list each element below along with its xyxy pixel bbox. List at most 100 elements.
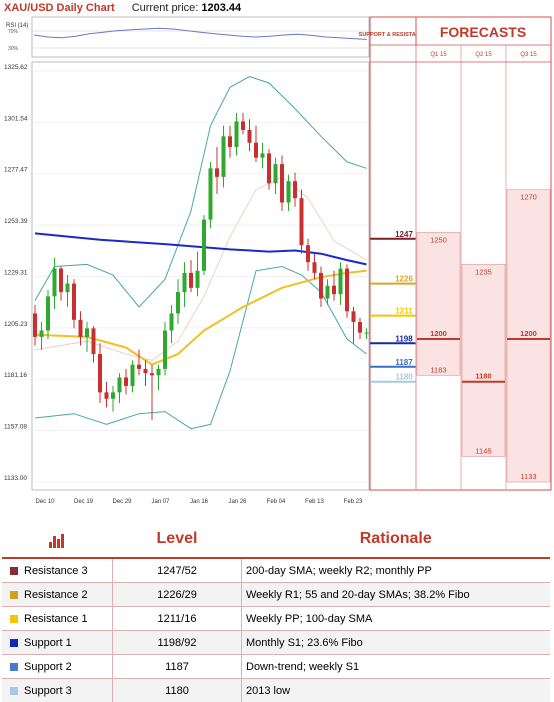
candle-body — [163, 331, 167, 369]
rationale-text: 200-day SMA; weekly R2; monthly PP — [242, 558, 551, 583]
candle-body — [196, 271, 200, 288]
forecast-quarter-label: Q1 15 — [430, 52, 447, 58]
y-tick-label: 1205.23 — [4, 321, 28, 328]
level-value: 1187 — [113, 655, 242, 679]
rationale-text: Down-trend; weekly S1 — [242, 655, 551, 679]
chart-header: XAU/USD Daily Chart Current price: 1203.… — [4, 2, 241, 14]
forecast-quarter-label: Q3 15 — [520, 52, 537, 58]
level-color-swatch — [10, 687, 18, 695]
candle-body — [46, 296, 50, 330]
candle-body — [209, 168, 213, 219]
level-column-header: Level — [113, 521, 242, 558]
candle-body — [157, 369, 161, 375]
y-tick-label: 1325.62 — [4, 64, 28, 71]
candle-body — [235, 121, 239, 147]
candle-body — [72, 284, 76, 320]
gold-chart-panel: RSI (14)70%30%1325.621301.541277.471253.… — [0, 0, 554, 518]
level-name: Resistance 2 — [24, 589, 88, 601]
candle-body — [79, 320, 83, 337]
candle-body — [215, 168, 219, 177]
forecast-mid-label: 1180 — [475, 372, 491, 381]
sr-level-label: 1247 — [395, 230, 413, 239]
candle-body — [189, 273, 193, 288]
price-chart-area — [32, 62, 369, 490]
candle-body — [293, 181, 297, 198]
candle-body — [241, 121, 245, 130]
level-name-cell: Resistance 1 — [2, 607, 113, 631]
level-color-swatch — [10, 591, 18, 599]
candle-body — [170, 313, 174, 330]
candle-body — [202, 220, 206, 271]
candle-body — [111, 392, 115, 398]
level-name: Support 1 — [24, 637, 72, 649]
candle-body — [300, 198, 304, 245]
table-row: Resistance 2 1226/29 Weekly R1; 55 and 20-… — [2, 583, 550, 607]
current-price-value: 1203.44 — [201, 2, 241, 14]
level-name-cell: Support 1 — [2, 631, 113, 655]
level-name-cell: Support 2 — [2, 655, 113, 679]
level-value: 1211/16 — [113, 607, 242, 631]
rsi-tick-label: 30% — [8, 46, 19, 52]
sr-column — [370, 17, 416, 490]
y-tick-label: 1133.00 — [4, 475, 27, 482]
x-tick-label: Dec 29 — [112, 499, 132, 505]
level-color-swatch — [10, 615, 18, 623]
sr-level-label: 1198 — [395, 334, 413, 343]
candle-body — [326, 286, 330, 299]
sr-level-label: 1226 — [395, 275, 413, 284]
candle-body — [176, 292, 180, 313]
x-tick-label: Feb 04 — [267, 499, 286, 505]
rsi-tick-label: 70% — [8, 29, 19, 35]
chart-title: XAU/USD Daily Chart — [4, 2, 115, 14]
rationale-text: 2013 low — [242, 679, 551, 702]
forecast-high-label: 1270 — [520, 193, 537, 202]
x-tick-label: Feb 23 — [344, 499, 363, 505]
forecast-low-label: 1145 — [475, 446, 491, 455]
level-value: 1180 — [113, 679, 242, 702]
candle-body — [319, 273, 323, 299]
candle-body — [105, 392, 109, 398]
candle-body — [53, 269, 57, 297]
level-name-cell: Resistance 2 — [2, 583, 113, 607]
rsi-panel — [32, 17, 369, 57]
table-row: Support 2 1187 Down-trend; weekly S1 — [2, 655, 550, 679]
forecast-low-label: 1133 — [520, 472, 536, 481]
candle-body — [59, 269, 63, 292]
x-tick-label: Jan 07 — [151, 499, 170, 505]
rationale-value: Weekly R1; 55 and 20-day SMAs; 38.2% Fib… — [246, 589, 470, 601]
rationale-value: Down-trend; weekly S1 — [246, 661, 359, 673]
candle-body — [306, 245, 310, 262]
candle-body — [66, 284, 70, 293]
candle-body — [150, 373, 154, 375]
candle-body — [261, 153, 265, 157]
level-name: Support 2 — [24, 661, 72, 673]
candle-body — [131, 365, 135, 386]
candle-body — [92, 328, 96, 354]
forecasts-title: FORECASTS — [440, 24, 526, 40]
x-tick-label: Dec 19 — [74, 499, 94, 505]
y-tick-label: 1277.47 — [4, 167, 28, 174]
level-color-swatch — [10, 639, 18, 647]
rationale-value: Monthly S1; 23.6% Fibo — [246, 637, 363, 649]
candle-body — [287, 181, 291, 202]
sr-level-label: 1211 — [395, 307, 413, 316]
level-name: Support 3 — [24, 685, 72, 697]
candle-body — [118, 377, 122, 392]
candle-body — [228, 136, 232, 147]
rationale-text: Weekly PP; 100-day SMA — [242, 607, 551, 631]
candle-body — [254, 143, 258, 158]
forecast-quarter-label: Q2 15 — [475, 52, 492, 58]
x-tick-label: Jan 16 — [190, 499, 209, 505]
level-name-cell: Resistance 3 — [2, 558, 113, 583]
sr-level-label: 1180 — [395, 373, 413, 382]
level-value: 1226/29 — [113, 583, 242, 607]
candle-body — [85, 328, 89, 337]
rationale-column-header: Rationale — [242, 521, 551, 558]
forecast-mid-label: 1200 — [430, 329, 447, 338]
rationale-value: 200-day SMA; weekly R2; monthly PP — [246, 565, 432, 577]
candle-body — [332, 286, 336, 295]
